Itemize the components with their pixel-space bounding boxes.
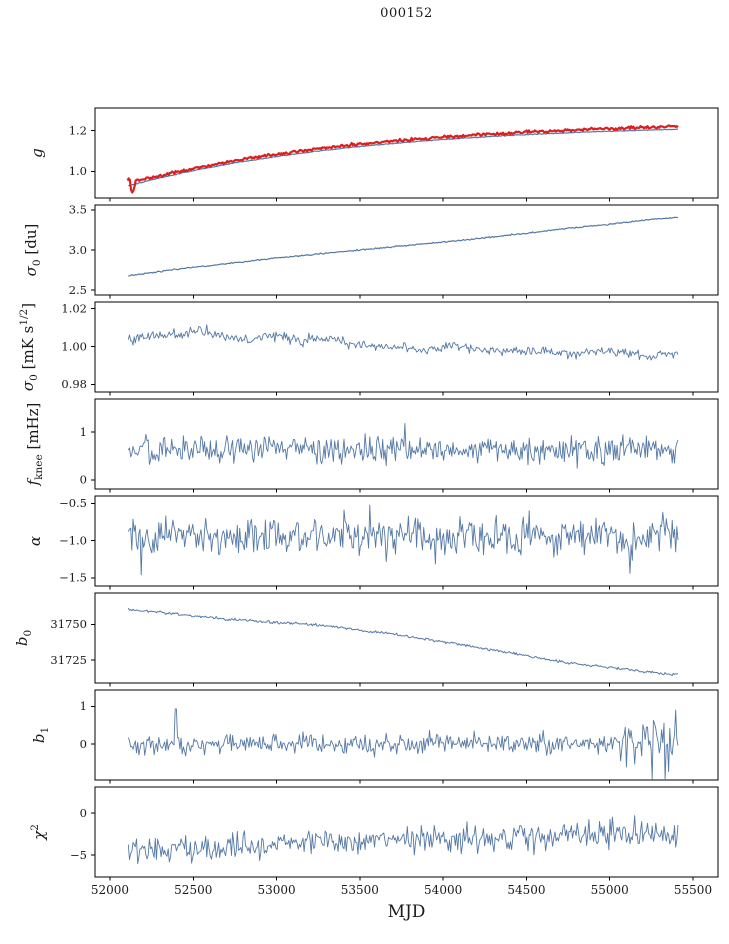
x-tick-label: 52500 [174,883,212,897]
chi2-line [127,815,679,865]
series-group [127,324,679,361]
panel-chi2: −5 0 52000 52500 53000 53500 54000 54500 55000 55… [29,786,719,897]
panel-sigma0-du: 2.5 3.0 3.5 σ0 [du] [22,203,719,299]
axes-frame [94,689,719,781]
panel-g: 1.0 1.2 g [28,107,719,202]
axes-frame [94,592,719,684]
x-tick-label: 54500 [507,883,545,897]
panel-alpha: −1.5 −1.0 −0.5 α [26,495,719,590]
y-tick-label: 0.98 [61,377,87,391]
x-tick-label: 54000 [424,883,462,897]
y-tick-label: −0.5 [59,496,87,510]
y-axis-label: g [28,148,46,158]
y-tick-label: 31750 [50,617,87,631]
series-group [128,216,679,277]
series-group [127,504,679,576]
x-tick-label: 55000 [591,883,629,897]
y-axis-label: b1 [30,727,51,743]
x-tick-label: 55500 [674,883,712,897]
y-tick-label: 31725 [50,653,87,667]
series-group [127,422,679,469]
y-tick-label: 1 [80,425,87,439]
panel-b0: 31725 31750 b0 [13,592,719,687]
x-axis-label: MJD [387,902,426,922]
sigma0-mk-line [127,324,679,361]
y-axis-label: b0 [13,630,34,646]
y-tick-label: 1.00 [61,339,87,353]
y-tick-label: 1.02 [61,301,87,315]
alpha-line [127,504,679,576]
panel-sigma0-mk: 0.98 1.00 1.02 σ0 [mK s1/2] [18,301,719,396]
figure-title: 000152 [380,6,433,21]
x-tick-label: 53500 [341,883,379,897]
y-axis-label: σ0 [du] [22,224,43,277]
x-tick-label: 53000 [257,883,295,897]
y-tick-label: −1.5 [59,571,87,585]
axes-frame [94,398,719,490]
series-group [127,815,679,865]
y-axis-label: α [26,536,44,546]
y-tick-label: 1.2 [69,123,87,137]
panel-fknee: 0 1 fknee [mHz] [24,398,719,493]
x-tick-label: 52000 [91,883,129,897]
panel-b1: 0 1 b1 [30,689,719,784]
fknee-line [127,422,679,469]
y-tick-label: 1 [80,699,87,713]
y-tick-label: 2.5 [69,283,87,297]
gain-measured-line [126,124,679,194]
y-tick-label: 3.5 [69,203,87,217]
series-group [126,124,679,194]
y-axis-label: χ2 [29,824,48,841]
y-tick-label: 0 [80,806,87,820]
axes-frame [94,495,719,587]
y-axis-label: σ0 [mK s1/2] [18,303,40,391]
series-group [127,607,679,677]
y-tick-label: 0 [80,737,87,751]
sigma0-du-line [128,216,679,277]
series-group [127,708,679,780]
axes-frame [94,107,719,199]
y-tick-label: −1.0 [59,533,87,547]
b1-line [127,708,679,780]
gain-model-line [128,128,679,187]
y-tick-label: −5 [70,848,87,862]
b0-line [127,607,679,677]
axes-frame [94,204,719,296]
y-tick-label: 0 [80,473,87,487]
y-tick-label: 1.0 [69,164,87,178]
axes-frame [94,786,719,878]
y-tick-label: 3.0 [69,243,87,257]
y-axis-label: fknee [mHz] [24,403,45,487]
